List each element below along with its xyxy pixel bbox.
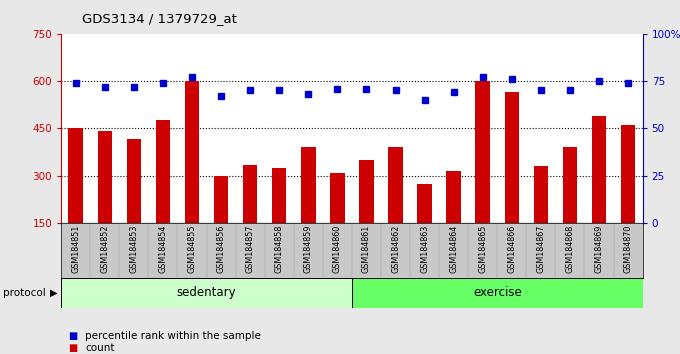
Bar: [446, 171, 461, 223]
Text: GSM184857: GSM184857: [245, 225, 254, 273]
Text: GSM184863: GSM184863: [420, 225, 429, 273]
Text: GSM184869: GSM184869: [594, 225, 603, 273]
Bar: [243, 165, 258, 223]
Text: GSM184866: GSM184866: [507, 225, 516, 273]
Bar: [352, 278, 643, 308]
Bar: [156, 120, 170, 223]
Text: ▶: ▶: [50, 288, 57, 298]
Text: GSM184851: GSM184851: [71, 225, 80, 273]
Text: GSM184868: GSM184868: [566, 225, 575, 273]
Bar: [97, 131, 112, 223]
Bar: [272, 168, 286, 223]
Bar: [621, 125, 635, 223]
Bar: [534, 166, 548, 223]
Text: ■: ■: [68, 343, 78, 353]
Bar: [388, 147, 403, 223]
Text: exercise: exercise: [473, 286, 522, 299]
Bar: [475, 81, 490, 223]
Bar: [301, 147, 316, 223]
Text: GDS3134 / 1379729_at: GDS3134 / 1379729_at: [82, 12, 237, 25]
Text: GSM184865: GSM184865: [478, 225, 487, 273]
Text: GSM184853: GSM184853: [129, 225, 138, 273]
Bar: [126, 139, 141, 223]
Text: ■: ■: [68, 331, 78, 341]
Text: GSM184861: GSM184861: [362, 225, 371, 273]
Text: GSM184870: GSM184870: [624, 225, 632, 273]
Bar: [359, 160, 374, 223]
Text: GSM184854: GSM184854: [158, 225, 167, 273]
Text: GSM184867: GSM184867: [537, 225, 545, 273]
Bar: [69, 128, 83, 223]
Bar: [61, 278, 352, 308]
Bar: [214, 176, 228, 223]
Text: GSM184852: GSM184852: [101, 225, 109, 273]
Text: percentile rank within the sample: percentile rank within the sample: [85, 331, 261, 341]
Text: GSM184856: GSM184856: [217, 225, 226, 273]
Bar: [505, 92, 519, 223]
Text: count: count: [85, 343, 114, 353]
Text: GSM184862: GSM184862: [391, 225, 400, 273]
Text: GSM184858: GSM184858: [275, 225, 284, 273]
Bar: [418, 184, 432, 223]
Text: GSM184860: GSM184860: [333, 225, 342, 273]
Text: GSM184859: GSM184859: [304, 225, 313, 273]
Text: sedentary: sedentary: [177, 286, 237, 299]
Bar: [562, 147, 577, 223]
Bar: [330, 172, 345, 223]
Text: GSM184864: GSM184864: [449, 225, 458, 273]
Text: GSM184855: GSM184855: [188, 225, 197, 273]
Text: protocol: protocol: [3, 288, 46, 298]
Bar: [592, 116, 607, 223]
Bar: [185, 81, 199, 223]
